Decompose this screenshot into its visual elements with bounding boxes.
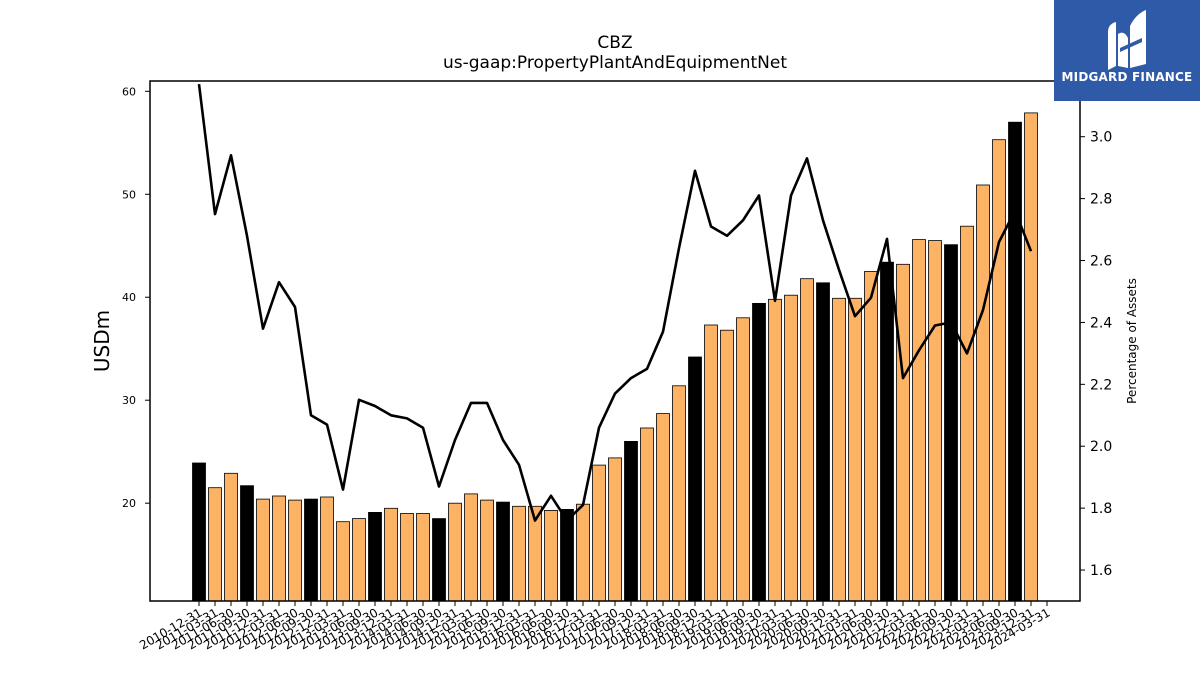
bar-2020-03-31: [784, 294, 798, 602]
y2-tick-label: 3.0: [1090, 130, 1112, 146]
y2-tick-label: 2.0: [1090, 439, 1112, 455]
bar-2014-06-30: [416, 513, 430, 602]
bar-2017-03-31: [592, 464, 606, 602]
bar-2015-06-30: [480, 499, 494, 602]
chart-subtitle: us-gaap:PropertyPlantAndEquipmentNet: [443, 53, 787, 73]
y2-tick-label: 2.6: [1090, 254, 1112, 270]
bar-2021-06-30: [864, 271, 878, 602]
bar-2018-12-31: [704, 324, 718, 602]
bar-2022-03-31: [912, 239, 926, 602]
bar-2011-12-31: [256, 498, 270, 602]
bar-2021-12-31: [896, 263, 910, 602]
bar-2018-09-30: [688, 356, 702, 602]
bar-2020-06-30: [800, 278, 814, 602]
bar-2012-03-31: [272, 495, 286, 602]
y2-tick-label: 1.8: [1090, 501, 1112, 517]
bar-series: [192, 112, 1038, 602]
bar-2022-12-31: [960, 225, 974, 602]
bar-2018-06-30: [672, 385, 686, 602]
bar-2022-06-30: [928, 240, 942, 602]
bar-2018-03-31: [656, 413, 670, 602]
logo-mark-icon: [1108, 10, 1146, 70]
line-series: [197, 83, 1033, 522]
y-axis-label: USDm: [90, 310, 114, 372]
bar-2016-09-30: [560, 508, 574, 602]
bar-2019-03-31: [720, 329, 734, 602]
y-tick-label: 20: [122, 497, 136, 510]
bar-2023-09-30: [1008, 121, 1022, 602]
bar-2019-09-30: [752, 302, 766, 602]
y-axis-right: 1.6 1.8 2.0 2.2 2.4 2.6 2.8 3.0: [1080, 130, 1112, 579]
bar-2019-06-30: [736, 317, 750, 602]
midgard-finance-logo: MIDGARD FINANCE: [1054, 0, 1200, 101]
bar-2015-09-30: [496, 501, 510, 602]
bar-2012-12-31: [320, 496, 334, 602]
bar-2017-12-31: [640, 427, 654, 602]
x-axis: 2010-12-312011-03-312011-06-302011-09-30…: [137, 601, 1053, 652]
y2-tick-label: 2.2: [1090, 377, 1112, 393]
bar-2016-06-30: [544, 509, 558, 602]
bar-2020-12-31: [832, 297, 846, 602]
bar-2021-09-30: [880, 261, 894, 602]
bar-2012-09-30: [304, 498, 318, 602]
bar-2011-03-31: [208, 487, 222, 602]
bar-2013-03-31: [336, 521, 350, 602]
bar-2017-06-30: [608, 457, 622, 602]
bar-2020-09-30: [816, 282, 830, 602]
bar-2011-06-30: [224, 472, 238, 602]
bar-2014-03-31: [400, 513, 414, 602]
bar-2019-12-31: [768, 298, 782, 602]
bar-2010-12-31: [192, 462, 206, 602]
bar-2015-03-31: [464, 493, 478, 602]
y-tick-label: 40: [122, 291, 136, 304]
bar-2023-12-31: [1024, 112, 1038, 602]
y2-tick-label: 2.4: [1090, 315, 1112, 331]
bar-2014-12-31: [448, 502, 462, 602]
bar-2017-09-30: [624, 440, 638, 602]
y-tick-label: 60: [122, 85, 136, 98]
y-tick-label: 50: [122, 188, 136, 201]
bar-2013-12-31: [384, 507, 398, 602]
bar-2014-09-30: [432, 518, 446, 602]
bar-2021-03-31: [848, 297, 862, 602]
percentage-line: [197, 83, 1033, 522]
bar-2016-12-31: [576, 503, 590, 602]
chart-title: CBZ: [597, 33, 632, 53]
y2-axis-label: Percentage of Assets: [1125, 278, 1139, 404]
bar-2013-09-30: [368, 512, 382, 602]
y-tick-label: 30: [122, 394, 136, 407]
y2-tick-label: 2.8: [1090, 192, 1112, 208]
bar-2023-06-30: [992, 139, 1006, 602]
bar-2013-06-30: [352, 518, 366, 602]
bar-2022-09-30: [944, 244, 958, 602]
bar-2015-12-31: [512, 505, 526, 602]
bar-2012-06-30: [288, 499, 302, 602]
bar-2011-09-30: [240, 485, 254, 602]
y-axis-left: 20 30 40 50 60: [122, 85, 150, 510]
y2-tick-label: 1.6: [1090, 563, 1112, 579]
bar-2023-03-31: [976, 184, 990, 602]
